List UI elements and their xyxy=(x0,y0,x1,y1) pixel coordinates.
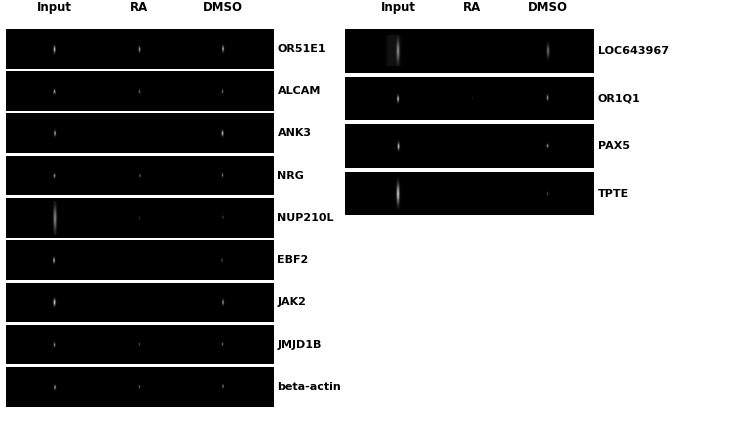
Bar xyxy=(6,367,274,407)
Bar xyxy=(345,77,594,120)
Text: RA: RA xyxy=(130,1,149,14)
Bar xyxy=(6,325,274,364)
Text: NUP210L: NUP210L xyxy=(277,213,334,223)
Bar xyxy=(6,198,274,238)
Text: JAK2: JAK2 xyxy=(277,297,306,307)
Bar xyxy=(345,29,594,73)
Bar xyxy=(6,71,274,111)
Bar xyxy=(6,240,274,280)
Text: NRG: NRG xyxy=(277,170,305,181)
Text: JMJD1B: JMJD1B xyxy=(277,340,322,350)
Text: EBF2: EBF2 xyxy=(277,255,308,265)
Text: OR51E1: OR51E1 xyxy=(277,44,326,54)
Bar xyxy=(345,172,594,215)
Bar xyxy=(345,124,594,168)
Text: LOC643967: LOC643967 xyxy=(598,46,669,56)
Bar xyxy=(6,283,274,322)
Text: DMSO: DMSO xyxy=(527,1,568,14)
Text: PAX5: PAX5 xyxy=(598,141,630,151)
Text: ANK3: ANK3 xyxy=(277,128,311,138)
Bar xyxy=(6,29,274,69)
Text: beta-actin: beta-actin xyxy=(277,382,342,392)
Text: RA: RA xyxy=(463,1,481,14)
Text: Input: Input xyxy=(381,1,415,14)
Text: OR1Q1: OR1Q1 xyxy=(598,93,641,103)
Text: TPTE: TPTE xyxy=(598,189,629,198)
Bar xyxy=(6,113,274,153)
Text: DMSO: DMSO xyxy=(202,1,243,14)
Text: Input: Input xyxy=(37,1,72,14)
Bar xyxy=(6,156,274,195)
Text: ALCAM: ALCAM xyxy=(277,86,321,96)
